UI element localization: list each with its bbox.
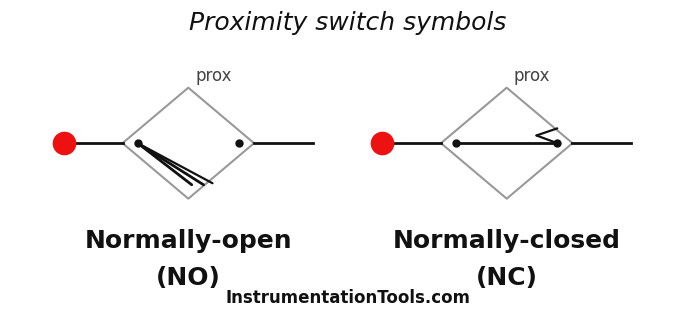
Text: Proximity switch symbols: Proximity switch symbols — [189, 11, 506, 35]
Text: Normally-closed: Normally-closed — [393, 230, 621, 253]
Text: Normally-open: Normally-open — [85, 230, 292, 253]
Text: (NO): (NO) — [156, 267, 221, 290]
Text: (NC): (NC) — [475, 267, 538, 290]
Text: InstrumentationTools.com: InstrumentationTools.com — [225, 289, 470, 307]
Text: prox: prox — [195, 67, 231, 85]
Text: prox: prox — [514, 67, 550, 85]
